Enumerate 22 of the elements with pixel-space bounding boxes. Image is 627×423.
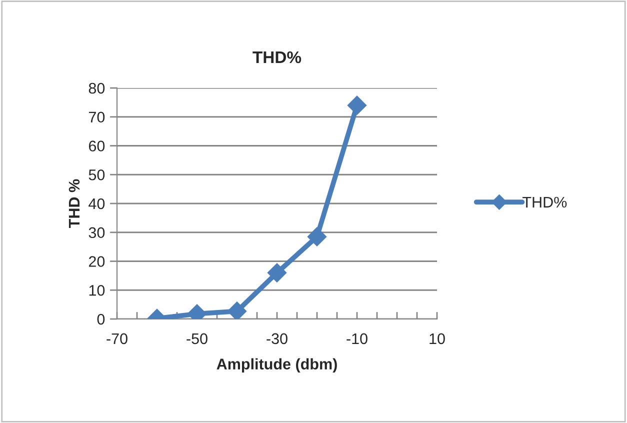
- x-tick-label: -10: [346, 333, 368, 344]
- point: [227, 302, 247, 319]
- y-tick-label: 80: [88, 82, 105, 94]
- y-tick-label: 20: [88, 256, 105, 267]
- chart-title: THD%: [252, 51, 302, 64]
- y-tick-label: 50: [88, 169, 105, 180]
- y-tick-label: 0: [97, 314, 105, 325]
- y-tick-label: 60: [88, 140, 105, 152]
- x-axis-title: Amplitude (dbm): [216, 358, 337, 372]
- x-tick-label: -30: [266, 333, 288, 344]
- y-tick-label: 30: [88, 227, 105, 238]
- point: [307, 227, 327, 246]
- y-tick-label: 10: [89, 284, 105, 296]
- y-tick-label: 40: [88, 198, 105, 210]
- y-tick-label: 70: [88, 112, 105, 123]
- point: [267, 263, 287, 282]
- x-tick-label: 10: [430, 333, 445, 344]
- legend-label: THD%: [522, 196, 567, 208]
- point: [347, 96, 367, 115]
- x-tick-label: -50: [186, 333, 208, 344]
- x-tick-label: -70: [106, 333, 128, 344]
- y-axis-title: THD %: [68, 179, 80, 228]
